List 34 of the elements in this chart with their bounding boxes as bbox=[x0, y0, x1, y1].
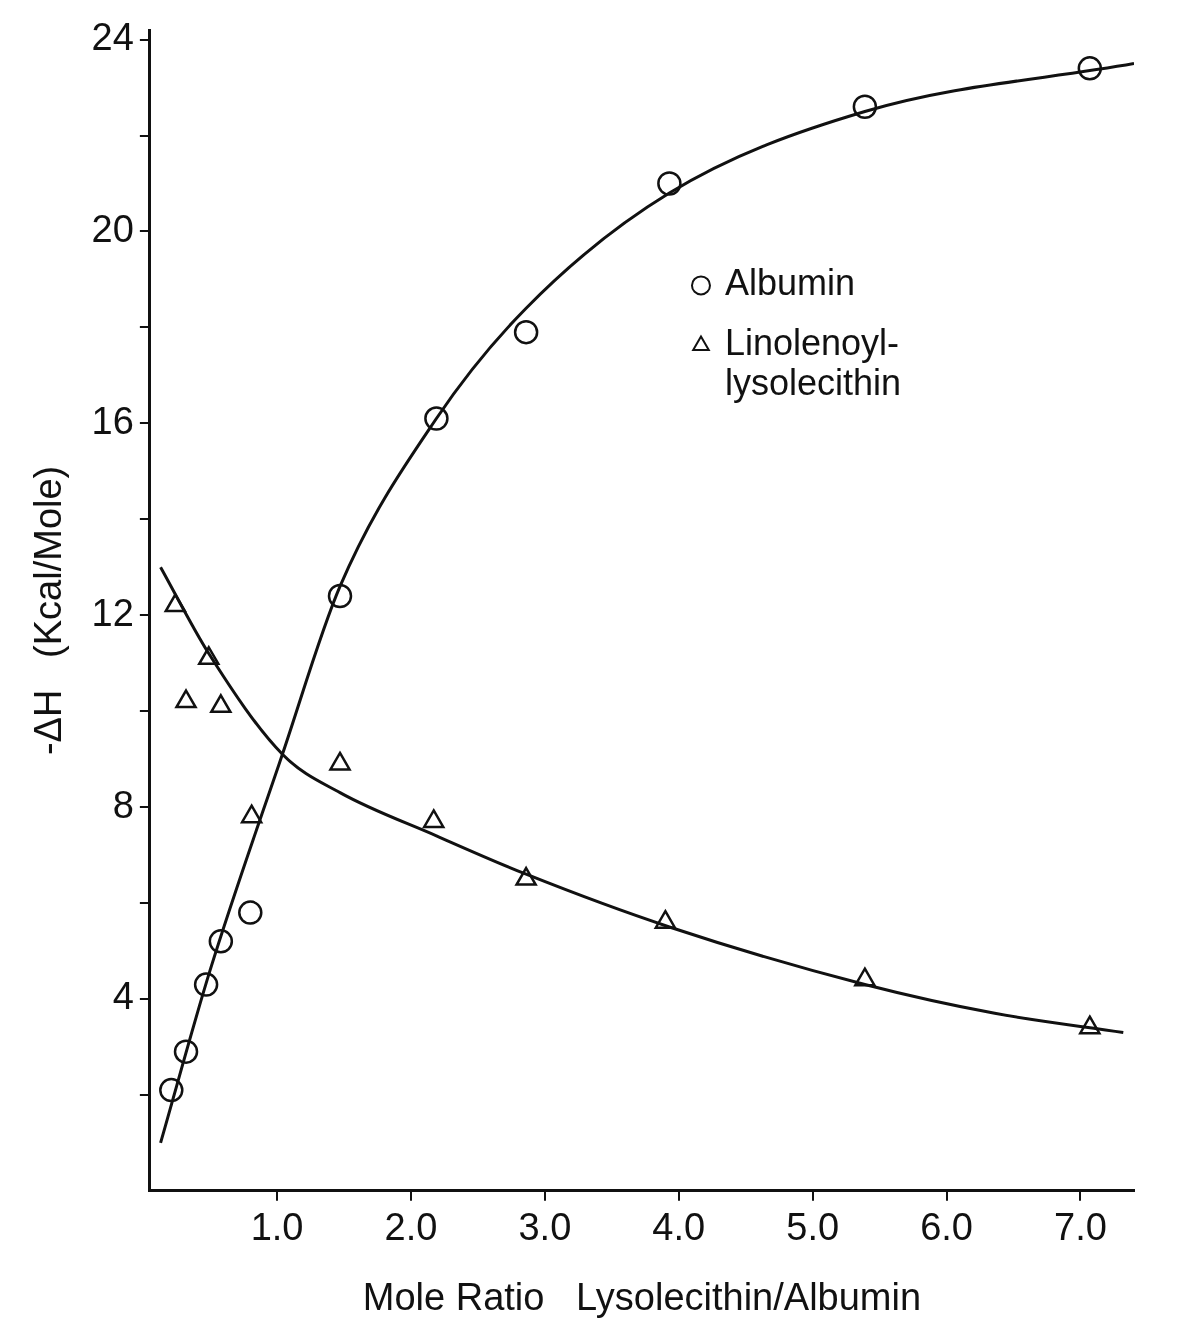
x-tick-label: 4.0 bbox=[652, 1206, 706, 1249]
point bbox=[327, 583, 353, 609]
point bbox=[513, 319, 539, 345]
x-axis-title: Mole Ratio Lysolecithin/Albumin bbox=[362, 1275, 922, 1318]
point bbox=[422, 809, 445, 829]
y-axis-title: -ΔH (Kcal/Mole) bbox=[27, 465, 70, 756]
point bbox=[657, 171, 682, 196]
legend-label: Albumin bbox=[724, 262, 856, 304]
y-tick-label: 4 bbox=[112, 975, 134, 1018]
point bbox=[198, 646, 220, 666]
point bbox=[164, 593, 187, 613]
point bbox=[515, 866, 537, 886]
point bbox=[210, 694, 232, 714]
point bbox=[175, 689, 197, 709]
y-tick-label: 24 bbox=[91, 16, 134, 59]
point bbox=[240, 804, 263, 824]
legend-label: Linolenoyl-lysolecithin bbox=[724, 322, 902, 404]
x-tick-label: 7.0 bbox=[1054, 1206, 1107, 1249]
point bbox=[329, 751, 351, 771]
point bbox=[1077, 56, 1103, 81]
x-tick-label: 6.0 bbox=[920, 1206, 973, 1249]
point bbox=[854, 967, 876, 987]
point bbox=[852, 94, 878, 119]
x-tick-label: 2.0 bbox=[384, 1206, 438, 1249]
y-tick-label: 8 bbox=[112, 783, 134, 826]
point bbox=[654, 909, 677, 929]
point bbox=[424, 406, 449, 431]
y-tick-label: 20 bbox=[91, 207, 134, 250]
y-tick-label: 12 bbox=[91, 591, 134, 634]
y-tick-label: 16 bbox=[91, 399, 134, 442]
x-tick-label: 5.0 bbox=[786, 1206, 840, 1249]
point bbox=[1079, 1015, 1101, 1035]
x-tick-label: 1.0 bbox=[250, 1206, 304, 1249]
x-tick-label: 3.0 bbox=[518, 1206, 572, 1249]
